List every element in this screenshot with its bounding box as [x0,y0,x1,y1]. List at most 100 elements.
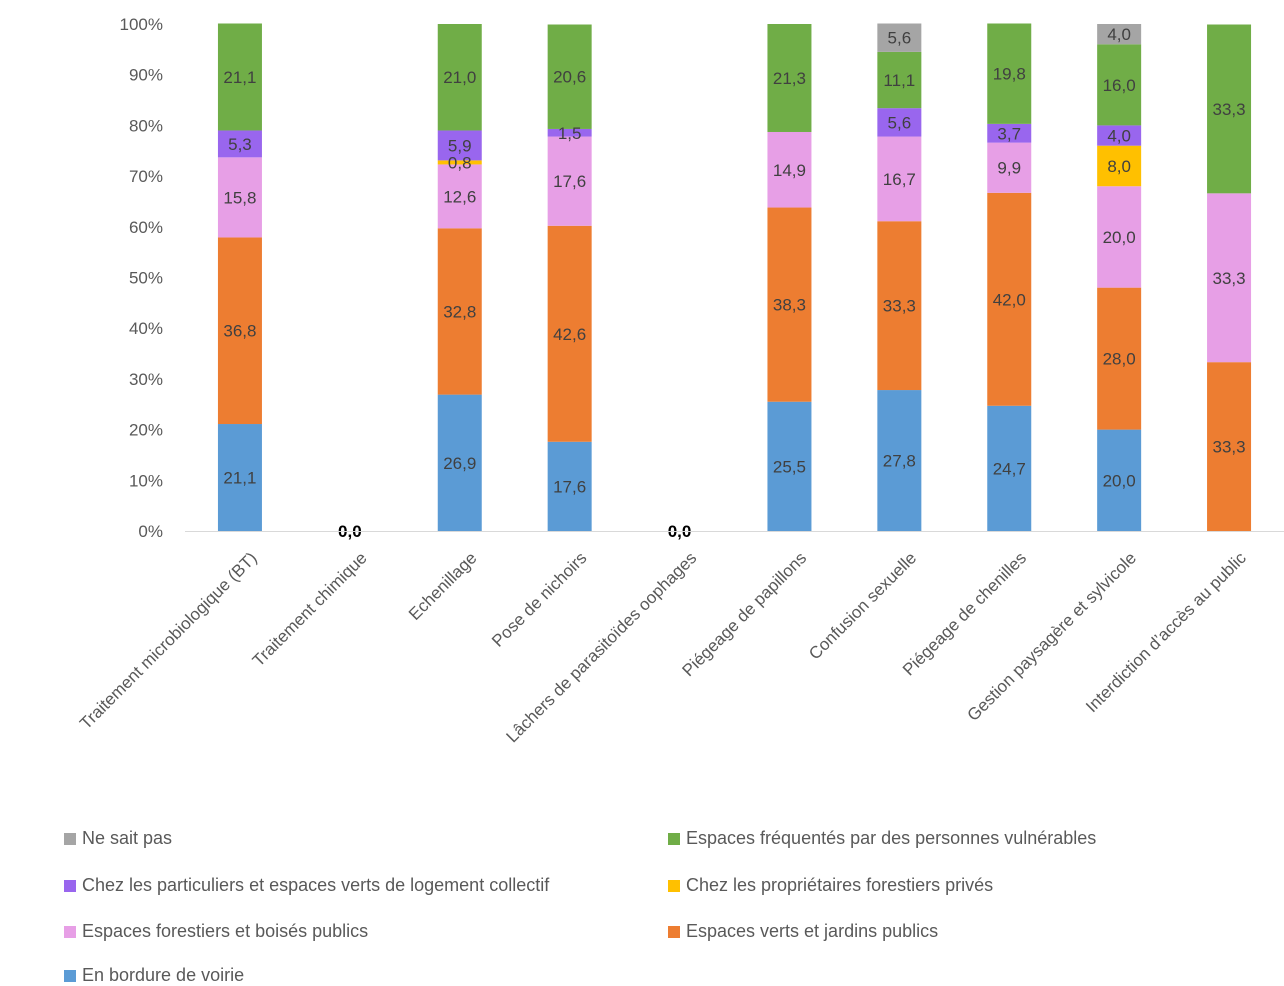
data-label: 21,1 [223,469,256,488]
bar-segment [987,405,1032,531]
x-tick-label: Pose de nichoirs [488,548,590,650]
bar-segment [1097,24,1142,45]
bar-segment [1097,186,1142,288]
bar-segment [1097,145,1142,187]
data-label: 17,6 [553,477,586,496]
data-label: 32,8 [443,302,476,321]
bar-segment [547,441,592,531]
data-label: 26,9 [443,454,476,473]
legend-item-forestiers-publics: Espaces forestiers et boisés publics [64,921,368,942]
y-tick-label: 80% [129,116,163,135]
bar-segment [547,225,592,442]
legend-label: Espaces verts et jardins publics [686,921,939,941]
bar-segment [217,237,262,425]
bar-segment [877,51,922,109]
data-label: 12,6 [443,187,476,206]
x-tick-label: Lâchers de parasitoïdes oophages [502,548,700,746]
legend-label: En bordure de voirie [82,965,245,985]
data-label: 33,3 [1213,438,1246,457]
data-label: 16,0 [1103,76,1136,95]
data-label: 21,1 [223,68,256,87]
bar-segment [767,401,812,531]
x-tick-label: Piégeage de chenilles [899,548,1030,679]
data-label: 33,3 [1213,100,1246,119]
data-label: 21,0 [443,68,476,87]
legend-swatch [64,879,76,892]
legend-item-espaces-verts: Espaces verts et jardins publics [668,921,938,942]
legend-swatch [668,879,680,892]
bar-segment [1097,287,1142,430]
data-label: 5,6 [888,113,912,132]
data-label: 19,8 [993,65,1026,84]
legend-label: Espaces forestiers et boisés publics [82,921,369,941]
y-tick-label: 30% [129,370,163,389]
y-tick-label: 20% [129,421,163,440]
bar-segment [437,394,482,531]
data-labels: 21,136,815,85,321,10,026,932,812,60,85,9… [223,25,1245,541]
data-label: 33,3 [1213,269,1246,288]
data-label: 17,6 [553,172,586,191]
x-tick-label: Traitement microbiologique (BT) [76,548,261,733]
data-label: 21,3 [773,69,806,88]
data-label: 20,0 [1103,228,1136,247]
data-label: 42,0 [993,290,1026,309]
data-label: 25,5 [773,457,806,476]
legend-item-vulnerables: Espaces fréquentés par des personnes vul… [668,828,1096,849]
bar-segment [877,136,922,222]
bar-segment [547,24,592,129]
x-tick-label: Traitement chimique [249,548,371,670]
data-label: 14,9 [773,161,806,180]
data-label: 8,0 [1107,157,1131,176]
bar-segment [877,221,922,391]
x-tick-label: Confusion sexuelle [805,548,920,663]
data-label: 20,6 [553,68,586,87]
data-label: 24,7 [993,459,1026,478]
stacked-bar-chart: 0% 10% 20% 30% 40% 50% 60% 70% 80% 90% 100% 21,1 36… [76,15,1284,746]
legend-swatch [668,925,680,938]
data-label: 33,3 [883,297,916,316]
bar-segment [1207,362,1252,531]
data-label: 4,0 [1107,25,1131,44]
data-label: 42,6 [553,325,586,344]
x-tick-label: Piégeage de papillons [679,548,811,680]
data-label: 27,8 [883,452,916,471]
legend-item-particuliers: Chez les particuliers et espaces verts d… [64,875,549,896]
data-label: 11,1 [883,71,915,90]
data-label: 36,8 [223,322,256,341]
data-label: 4,0 [1107,127,1131,146]
bar-segment [217,130,262,158]
data-label: 38,3 [773,296,806,315]
bar-segment [767,131,812,208]
data-label: 5,9 [448,136,472,155]
legend-swatch [64,925,76,938]
bars [217,23,1252,531]
bar-segment [767,207,812,402]
legend-item-proprietaires: Chez les propriétaires forestiers privés [668,875,993,896]
data-label: 16,7 [883,170,916,189]
bar-segment [437,130,482,161]
bar-segment [437,160,482,165]
bar-segment [987,23,1032,124]
legend-swatch [64,969,76,982]
bar-segment [217,157,262,238]
bar-segment [1097,429,1142,531]
bar-segment [217,424,262,531]
bar-segment [987,123,1032,143]
legend-item-voirie: En bordure de voirie [64,965,244,986]
bar-segment [1097,125,1142,146]
data-label: 5,3 [228,135,252,154]
bar-segment [987,142,1032,193]
x-tick-label: Echenillage [405,548,481,624]
legend-label: Espaces fréquentés par des personnes vul… [686,828,1097,848]
legend-item-ne-sait-pas: Ne sait pas [64,828,172,849]
y-tick-label: 0% [138,522,163,541]
bar-segment [437,24,482,131]
legend-swatch [668,832,680,845]
data-label: 15,8 [223,188,256,207]
data-label: 9,9 [997,159,1021,178]
legend-label: Ne sait pas [82,828,173,848]
legend-swatch [64,832,76,845]
data-label: 0,8 [448,153,472,172]
y-axis: 0% 10% 20% 30% 40% 50% 60% 70% 80% 90% 100% [120,15,163,541]
data-label: 3,7 [997,124,1021,143]
